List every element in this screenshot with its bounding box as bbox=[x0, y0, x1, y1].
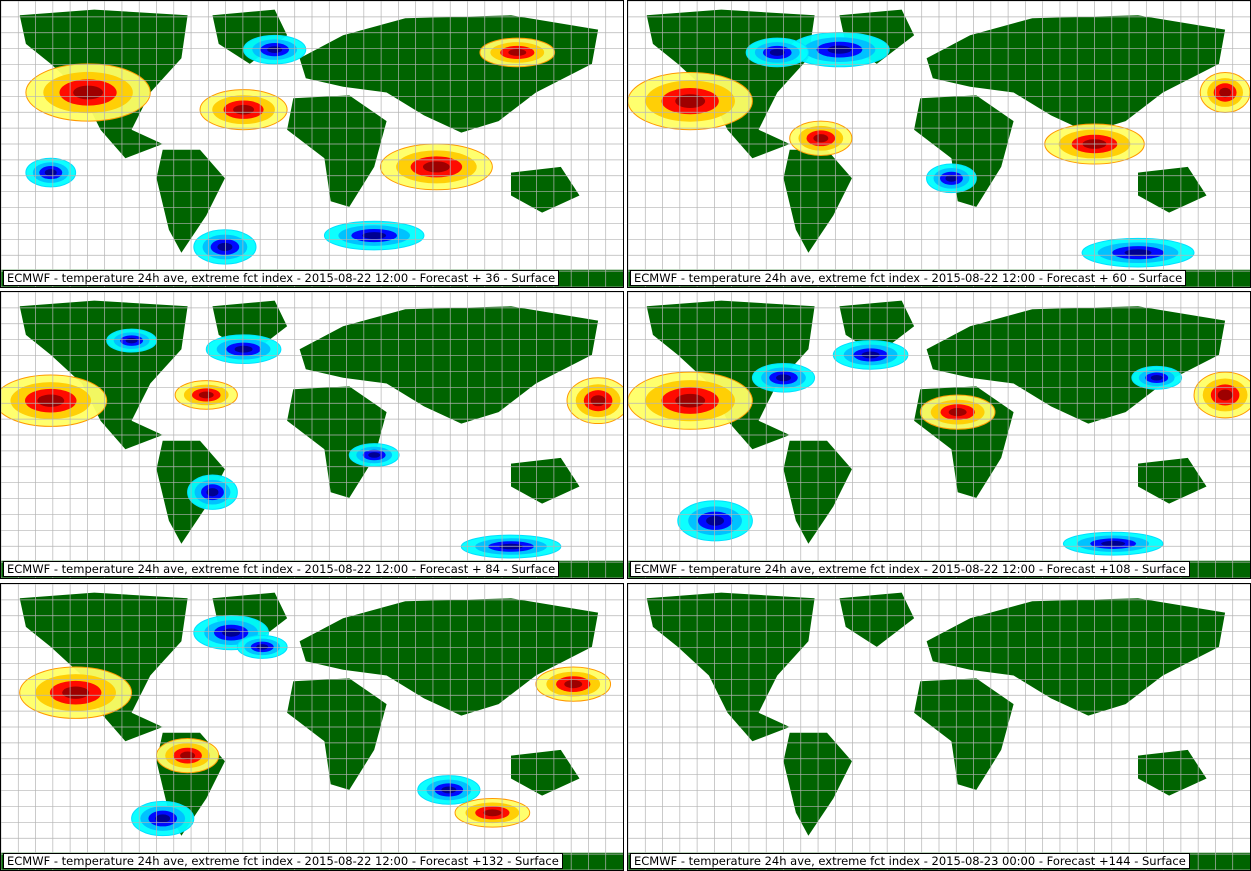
warm-anomaly-3 bbox=[379, 143, 493, 191]
cold-anomaly-8 bbox=[926, 163, 977, 194]
map-canvas-2 bbox=[628, 1, 1250, 287]
cold-anomaly-6 bbox=[25, 157, 77, 188]
warm-anomaly-3 bbox=[919, 394, 996, 430]
panel-caption: ECMWF - temperature 24h ave, extreme fct… bbox=[3, 853, 563, 869]
cold-anomaly-7 bbox=[1062, 531, 1164, 556]
warm-anomaly-1 bbox=[628, 72, 753, 131]
map-panel-2: ECMWF - temperature 24h ave, extreme fct… bbox=[627, 0, 1251, 288]
map-panel-6: ECMWF - temperature 24h ave, extreme fct… bbox=[627, 583, 1251, 871]
panel-caption: ECMWF - temperature 24h ave, extreme fct… bbox=[630, 561, 1190, 577]
warm-anomaly-1 bbox=[25, 63, 151, 122]
warm-anomaly-4 bbox=[454, 798, 531, 828]
cold-anomaly-5 bbox=[1131, 365, 1183, 390]
land-area-6 bbox=[511, 166, 580, 213]
land-area-6 bbox=[1138, 457, 1207, 504]
cold-anomaly-4 bbox=[106, 328, 157, 353]
land-area-2 bbox=[839, 592, 915, 647]
warm-anomaly-4 bbox=[1199, 72, 1250, 114]
panel-caption: ECMWF - temperature 24h ave, extreme fct… bbox=[3, 270, 560, 286]
warm-anomaly-2 bbox=[1193, 371, 1250, 419]
cold-anomaly-8 bbox=[417, 775, 481, 805]
land-area-1 bbox=[19, 592, 188, 742]
land-area-6 bbox=[1138, 749, 1207, 796]
warm-anomaly-4 bbox=[479, 37, 556, 68]
cold-anomaly-8 bbox=[323, 220, 425, 251]
land-area-4 bbox=[926, 598, 1226, 716]
map-panel-4: ECMWF - temperature 24h ave, extreme fct… bbox=[627, 291, 1251, 579]
warm-anomaly-1 bbox=[628, 371, 753, 430]
cold-anomaly-8 bbox=[187, 474, 238, 510]
cold-anomaly-7 bbox=[193, 229, 257, 265]
map-canvas-5 bbox=[1, 584, 623, 870]
land-area-6 bbox=[511, 457, 580, 504]
warm-anomaly-2 bbox=[566, 377, 623, 425]
land-area-4 bbox=[299, 306, 599, 424]
warm-anomaly-2 bbox=[199, 89, 288, 131]
cold-anomaly-8 bbox=[677, 500, 753, 542]
cold-anomaly-6 bbox=[236, 634, 288, 659]
warm-anomaly-3 bbox=[174, 380, 238, 410]
land-area-4 bbox=[926, 15, 1226, 133]
warm-anomaly-2 bbox=[789, 120, 853, 156]
warm-anomaly-1 bbox=[1, 374, 108, 427]
map-panel-5: ECMWF - temperature 24h ave, extreme fct… bbox=[0, 583, 624, 871]
cold-anomaly-5 bbox=[205, 334, 282, 365]
warm-anomaly-1 bbox=[19, 666, 133, 719]
map-canvas-1 bbox=[1, 1, 623, 287]
land-area-6 bbox=[1138, 166, 1207, 213]
land-area-4 bbox=[299, 598, 599, 716]
cold-anomaly-4 bbox=[832, 340, 909, 370]
map-panel-1: ECMWF - temperature 24h ave, extreme fct… bbox=[0, 0, 624, 288]
land-area-1 bbox=[646, 300, 815, 450]
land-area-4 bbox=[926, 306, 1226, 424]
cold-anomaly-7 bbox=[1081, 237, 1195, 268]
cold-anomaly-6 bbox=[745, 37, 809, 68]
panel-caption: ECMWF - temperature 24h ave, extreme fct… bbox=[3, 561, 560, 577]
map-canvas-3 bbox=[1, 292, 623, 578]
cold-anomaly-5 bbox=[243, 34, 307, 65]
land-area-6 bbox=[511, 749, 580, 796]
warm-anomaly-3 bbox=[156, 737, 220, 774]
map-panel-3: ECMWF - temperature 24h ave, extreme fct… bbox=[0, 291, 624, 579]
panel-caption: ECMWF - temperature 24h ave, extreme fct… bbox=[630, 853, 1190, 869]
panel-caption: ECMWF - temperature 24h ave, extreme fct… bbox=[630, 270, 1187, 286]
cold-anomaly-7 bbox=[348, 443, 400, 467]
land-area-2 bbox=[212, 9, 288, 64]
cold-anomaly-5 bbox=[789, 31, 890, 68]
land-area-1 bbox=[646, 592, 815, 742]
map-canvas-4 bbox=[628, 292, 1250, 578]
map-canvas-6 bbox=[628, 584, 1250, 870]
warm-anomaly-2 bbox=[535, 666, 612, 702]
